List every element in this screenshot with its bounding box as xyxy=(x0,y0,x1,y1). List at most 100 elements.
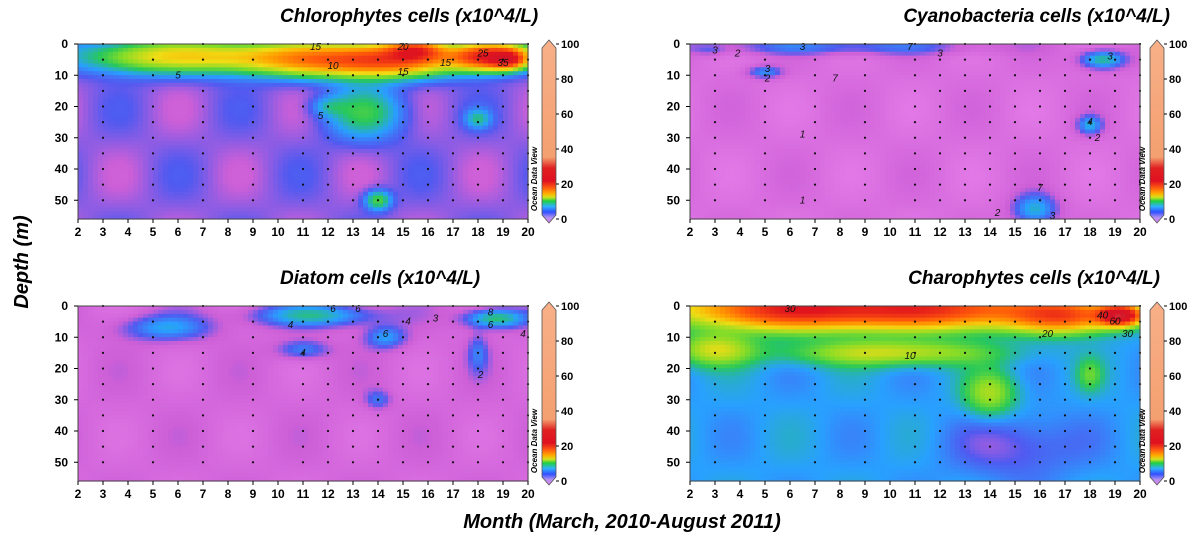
heatmap-cell xyxy=(218,98,224,102)
heatmap-cell xyxy=(363,60,369,64)
heatmap-cell xyxy=(213,114,219,118)
heatmap-cell xyxy=(128,133,134,137)
heatmap-cell xyxy=(273,110,279,114)
heatmap-cell xyxy=(700,91,706,95)
heatmap-cell xyxy=(263,153,269,157)
heatmap-cell xyxy=(468,91,474,95)
heatmap-cell xyxy=(293,75,299,79)
heatmap-cell xyxy=(695,114,701,118)
heatmap-cell xyxy=(483,106,489,110)
heatmap-cell xyxy=(745,172,751,176)
heatmap-cell xyxy=(308,145,314,149)
heatmap-cell xyxy=(138,106,144,110)
heatmap-cell xyxy=(188,157,194,161)
heatmap-cell xyxy=(725,196,731,200)
heatmap-cell xyxy=(518,137,524,141)
heatmap-cell xyxy=(318,157,324,161)
sample-point xyxy=(152,184,154,186)
heatmap-cell xyxy=(343,102,349,106)
heatmap-cell xyxy=(700,145,706,149)
heatmap-cell xyxy=(258,211,264,215)
heatmap-cell xyxy=(513,44,519,48)
heatmap-cell xyxy=(178,196,184,200)
heatmap-cell xyxy=(363,165,369,169)
heatmap-cell xyxy=(725,83,731,87)
heatmap-cell xyxy=(113,122,119,126)
heatmap-cell xyxy=(108,56,114,60)
heatmap-cell xyxy=(513,200,519,204)
heatmap-cell xyxy=(108,141,114,145)
heatmap-cell xyxy=(223,172,229,176)
heatmap-cell xyxy=(725,161,731,165)
heatmap-cell xyxy=(123,203,129,207)
heatmap-cell xyxy=(173,207,179,211)
heatmap-cell xyxy=(303,52,309,56)
heatmap-cell xyxy=(183,118,189,122)
heatmap-cell xyxy=(740,56,746,60)
heatmap-cell xyxy=(138,172,144,176)
heatmap-cell xyxy=(88,44,94,48)
heatmap-cell xyxy=(243,145,249,149)
heatmap-cell xyxy=(463,157,469,161)
heatmap-cell xyxy=(483,71,489,75)
heatmap-cell xyxy=(358,106,364,110)
heatmap-cell xyxy=(508,196,514,200)
heatmap-cell xyxy=(740,192,746,196)
heatmap-cell xyxy=(388,165,394,169)
heatmap-cell xyxy=(720,141,726,145)
heatmap-cell xyxy=(238,63,244,67)
heatmap-cell xyxy=(218,207,224,211)
heatmap-cell xyxy=(158,126,164,130)
heatmap-cell xyxy=(488,102,494,106)
heatmap-cell xyxy=(78,79,84,83)
heatmap-cell xyxy=(478,79,484,83)
heatmap-cell xyxy=(318,153,324,157)
heatmap-cell xyxy=(283,203,289,207)
heatmap-cell xyxy=(218,133,224,137)
heatmap-cell xyxy=(453,145,459,149)
sample-point xyxy=(352,199,354,201)
heatmap-cell xyxy=(308,87,314,91)
heatmap-cell xyxy=(735,172,741,176)
heatmap-cell xyxy=(383,165,389,169)
heatmap-cell xyxy=(423,114,429,118)
heatmap-cell xyxy=(730,137,736,141)
heatmap-cell xyxy=(725,118,731,122)
heatmap-cell xyxy=(118,75,124,79)
heatmap-cell xyxy=(228,52,234,56)
heatmap-cell xyxy=(700,48,706,52)
heatmap-cell xyxy=(765,188,771,192)
heatmap-cell xyxy=(273,203,279,207)
heatmap-cell xyxy=(168,83,174,87)
heatmap-cell xyxy=(735,192,741,196)
heatmap-cell xyxy=(228,91,234,95)
heatmap-cell xyxy=(138,157,144,161)
heatmap-cell xyxy=(473,188,479,192)
heatmap-cell xyxy=(513,168,519,172)
heatmap-cell xyxy=(328,52,334,56)
heatmap-cell xyxy=(418,161,424,165)
heatmap-cell xyxy=(133,79,139,83)
heatmap-cell xyxy=(740,168,746,172)
heatmap-cell xyxy=(258,122,264,126)
heatmap-cell xyxy=(353,114,359,118)
heatmap-cell xyxy=(323,98,329,102)
heatmap-cell xyxy=(128,56,134,60)
heatmap-cell xyxy=(278,52,284,56)
heatmap-cell xyxy=(293,203,299,207)
heatmap-cell xyxy=(453,110,459,114)
heatmap-cell xyxy=(388,87,394,91)
heatmap-cell xyxy=(358,48,364,52)
heatmap-cell xyxy=(690,141,696,145)
heatmap-cell xyxy=(118,106,124,110)
heatmap-cell xyxy=(243,118,249,122)
heatmap-cell xyxy=(373,48,379,52)
heatmap-cell xyxy=(720,157,726,161)
heatmap-cell xyxy=(408,145,414,149)
heatmap-cell xyxy=(443,203,449,207)
x-tick-label: 19 xyxy=(496,225,510,239)
heatmap-cell xyxy=(263,60,269,64)
heatmap-cell xyxy=(418,149,424,153)
heatmap-cell xyxy=(690,165,696,169)
